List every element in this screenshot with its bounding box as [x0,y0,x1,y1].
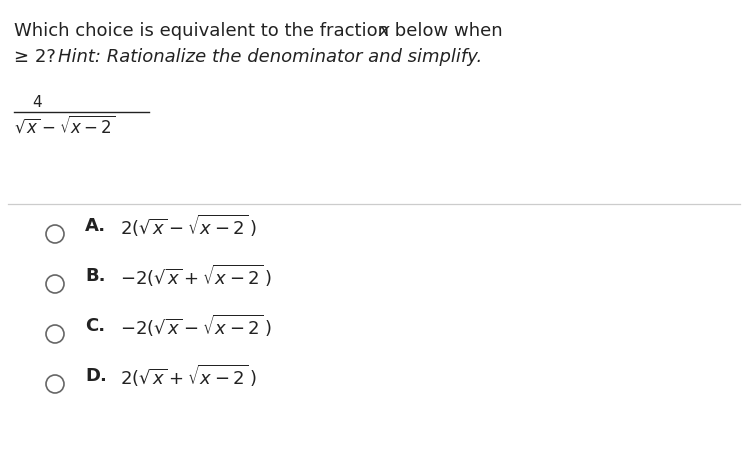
Text: $-2(\sqrt{x} + \sqrt{x-2}\,)$: $-2(\sqrt{x} + \sqrt{x-2}\,)$ [120,262,272,288]
Text: ≥ 2?: ≥ 2? [14,48,61,66]
Text: x: x [378,22,389,40]
Text: 4: 4 [32,95,42,110]
Text: $2(\sqrt{x} - \sqrt{x-2}\,)$: $2(\sqrt{x} - \sqrt{x-2}\,)$ [120,212,257,239]
Text: B.: B. [85,267,105,285]
Text: C.: C. [85,316,105,334]
Text: $2(\sqrt{x} + \sqrt{x-2}\,)$: $2(\sqrt{x} + \sqrt{x-2}\,)$ [120,362,257,388]
Text: A.: A. [85,216,106,235]
Text: Hint: Rationalize the denominator and simplify.: Hint: Rationalize the denominator and si… [58,48,482,66]
Text: $-2(\sqrt{x} - \sqrt{x-2}\,)$: $-2(\sqrt{x} - \sqrt{x-2}\,)$ [120,312,272,338]
Text: D.: D. [85,366,107,384]
Text: $\sqrt{x} - \sqrt{x-2}$: $\sqrt{x} - \sqrt{x-2}$ [14,115,116,136]
Text: Which choice is equivalent to the fraction below when: Which choice is equivalent to the fracti… [14,22,509,40]
